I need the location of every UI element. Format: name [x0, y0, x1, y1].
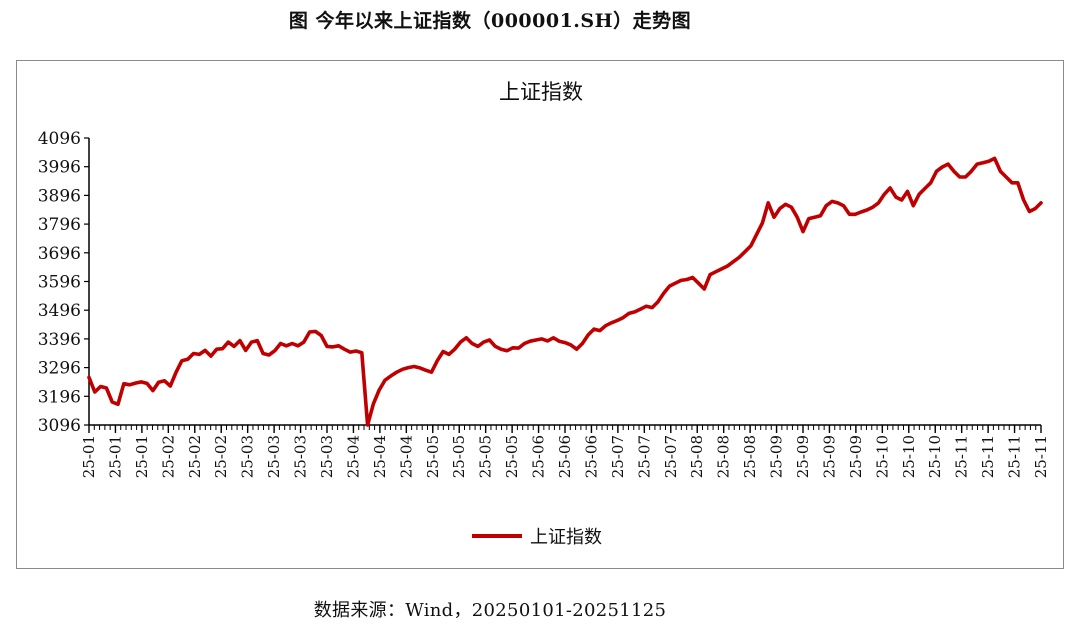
x-tick-label: 25-03 — [318, 435, 336, 478]
x-tick-label: 25-05 — [503, 435, 521, 478]
x-tick-label: 25-02 — [186, 435, 204, 478]
x-tick-label: 25-01 — [106, 435, 124, 478]
x-tick-label: 25-07 — [635, 435, 653, 478]
x-tick-label: 25-04 — [344, 435, 362, 478]
x-tick-label: 25-11 — [953, 435, 971, 478]
x-tick-label: 25-01 — [133, 435, 151, 478]
x-tick-label: 25-01 — [80, 435, 98, 478]
x-tick-label: 25-05 — [477, 435, 495, 478]
y-tick-label: 3196 — [38, 387, 81, 407]
x-tick-label: 25-09 — [768, 435, 786, 478]
x-tick-label: 25-09 — [820, 435, 838, 478]
chart-frame — [16, 60, 1064, 569]
x-tick-label: 25-04 — [397, 435, 415, 478]
y-tick-label: 3696 — [38, 244, 81, 264]
y-tick-label: 3396 — [38, 330, 81, 350]
y-tick-label: 4096 — [38, 129, 81, 149]
y-tick-label: 3796 — [38, 215, 81, 235]
y-tick-label: 3996 — [38, 158, 81, 178]
x-tick-label: 25-11 — [1006, 435, 1024, 478]
y-tick-label: 3596 — [38, 273, 81, 293]
y-tick-label: 3096 — [38, 416, 81, 436]
x-tick-label: 25-02 — [212, 435, 230, 478]
source-note: 数据来源：Wind，20250101-20251125 — [313, 600, 667, 621]
x-tick-label: 25-03 — [265, 435, 283, 478]
x-tick-label: 25-06 — [556, 435, 574, 478]
y-tick-label: 3296 — [38, 359, 81, 379]
y-tick-label: 3896 — [38, 186, 81, 206]
legend: 上证指数 — [472, 527, 602, 548]
x-tick-label: 25-04 — [371, 435, 389, 478]
x-tick-label: 25-10 — [926, 435, 944, 478]
legend-label: 上证指数 — [530, 527, 602, 548]
series-line — [87, 156, 1043, 427]
y-tick-label: 3496 — [38, 301, 81, 321]
x-tick-label: 25-02 — [159, 435, 177, 478]
x-tick-label: 25-10 — [873, 435, 891, 478]
x-tick-label: 25-08 — [741, 435, 759, 478]
chart-title: 上证指数 — [499, 80, 583, 104]
x-tick-label: 25-03 — [239, 435, 257, 478]
x-tick-label: 25-08 — [715, 435, 733, 478]
x-tick-label: 25-07 — [662, 435, 680, 478]
axes — [84, 137, 1042, 433]
series-layer — [87, 156, 1043, 427]
x-tick-label: 25-06 — [582, 435, 600, 478]
x-tick-label: 25-10 — [900, 435, 918, 478]
x-tick-label: 25-08 — [688, 435, 706, 478]
x-tick-label: 25-05 — [424, 435, 442, 478]
x-tick-label: 25-09 — [794, 435, 812, 478]
x-tick-label: 25-05 — [450, 435, 468, 478]
x-tick-labels: 25-01 25-01 25-01 25-02 25-02 25-02 25-03 25-03… — [80, 435, 1050, 478]
figure-title: 图 今年以来上证指数（000001.SH）走势图 — [288, 10, 692, 32]
x-tick-label: 25-07 — [609, 435, 627, 478]
x-tick-label: 25-03 — [292, 435, 310, 478]
x-tick-label: 25-11 — [979, 435, 997, 478]
y-tick-labels: 3096 3196 3296 3396 3496 3596 3696 3796 3896 3996… — [38, 129, 81, 436]
x-tick-label: 25-11 — [1032, 435, 1050, 478]
x-tick-label: 25-09 — [847, 435, 865, 478]
x-tick-label: 25-06 — [530, 435, 548, 478]
